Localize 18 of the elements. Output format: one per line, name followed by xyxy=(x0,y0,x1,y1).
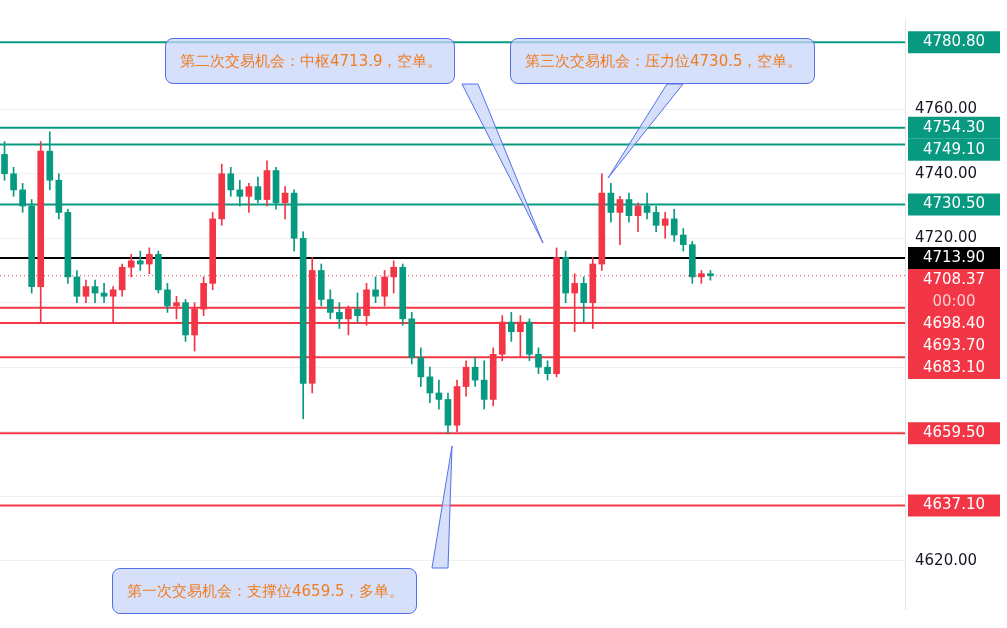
y-tick-label: 4720.00 xyxy=(915,228,978,247)
ref-line-label: 4730.50 xyxy=(922,194,986,213)
ref-line-label: 4780.80 xyxy=(922,32,986,51)
y-tick-label: 4620.00 xyxy=(915,550,978,569)
annotation: 第二次交易机会：中枢4713.9，空单。 xyxy=(165,38,456,84)
y-tick-label: 4740.00 xyxy=(915,163,978,182)
ref-line-label: 4708.37 00:00 xyxy=(922,269,986,310)
y-tick-label: 4760.00 xyxy=(915,99,978,118)
ref-line-label: 4659.50 xyxy=(922,423,986,442)
ref-line-label: 4713.90 xyxy=(922,247,986,266)
ref-line-label: 4754.30 xyxy=(922,117,986,136)
ref-line-label: 4683.10 xyxy=(922,357,986,376)
ref-line-label: 4693.70 xyxy=(922,335,986,354)
annotation: 第三次交易机会：压力位4730.5，空单。 xyxy=(510,38,816,84)
ref-line-label: 4698.40 xyxy=(922,313,986,332)
annotation: 第一次交易机会：支撑位4659.5，多单。 xyxy=(112,568,418,614)
ref-line-label: 4637.10 xyxy=(922,495,986,514)
ref-line-label: 4749.10 xyxy=(922,139,986,158)
